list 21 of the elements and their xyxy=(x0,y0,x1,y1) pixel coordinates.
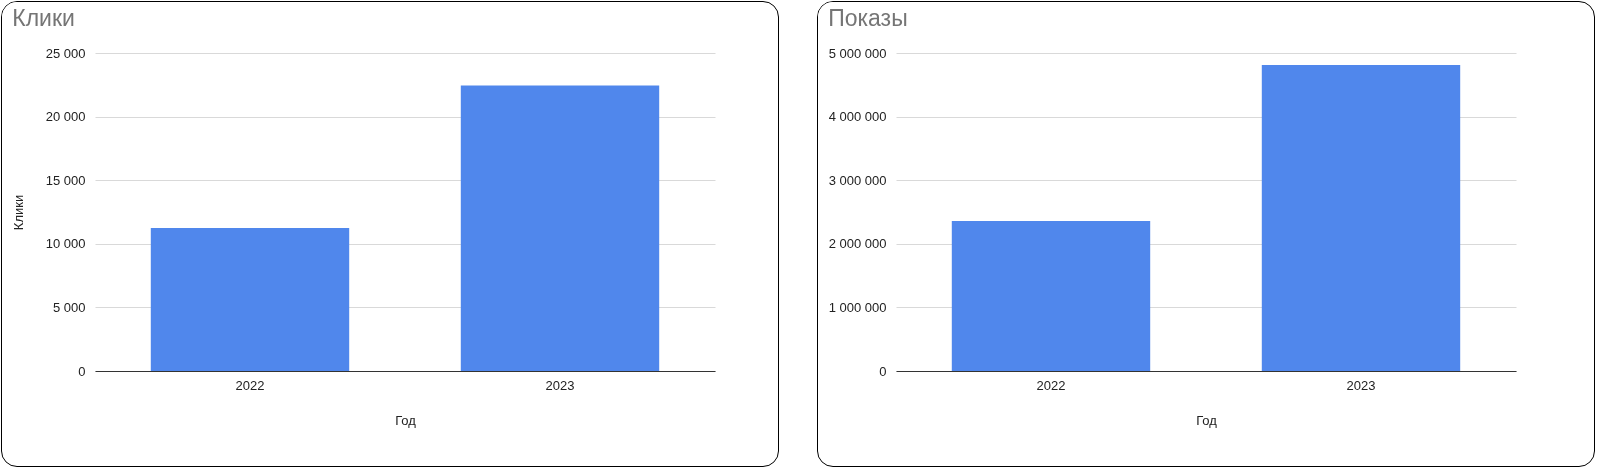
y-tick-label: 15 000 xyxy=(45,172,86,188)
x-axis-title: Год xyxy=(395,412,417,428)
chart-title: Клики xyxy=(12,5,75,31)
y-tick-label: 2 000 000 xyxy=(828,236,887,252)
y-tick-label: 0 xyxy=(879,363,887,379)
x-tick-label: 2022 xyxy=(235,377,265,393)
y-tick-label: 3 000 000 xyxy=(828,172,887,188)
y-tick-label: 10 000 xyxy=(45,236,86,252)
x-axis-title: Год xyxy=(1196,412,1218,428)
chart-title: Показы xyxy=(828,5,908,31)
y-tick-label: 0 xyxy=(78,363,86,379)
x-tick-label: 2022 xyxy=(1036,377,1066,393)
y-tick-label: 20 000 xyxy=(45,109,86,125)
x-tick-label: 2023 xyxy=(1346,377,1376,393)
y-tick-label: 5 000 000 xyxy=(828,45,887,61)
y-tick-label: 4 000 000 xyxy=(828,109,887,125)
y-tick-label: 1 000 000 xyxy=(828,299,887,315)
y-axis-title: Клики xyxy=(10,194,26,231)
y-tick-label: 25 000 xyxy=(45,45,86,61)
x-tick-label: 2023 xyxy=(545,377,575,393)
y-tick-label: 5 000 xyxy=(52,299,86,315)
